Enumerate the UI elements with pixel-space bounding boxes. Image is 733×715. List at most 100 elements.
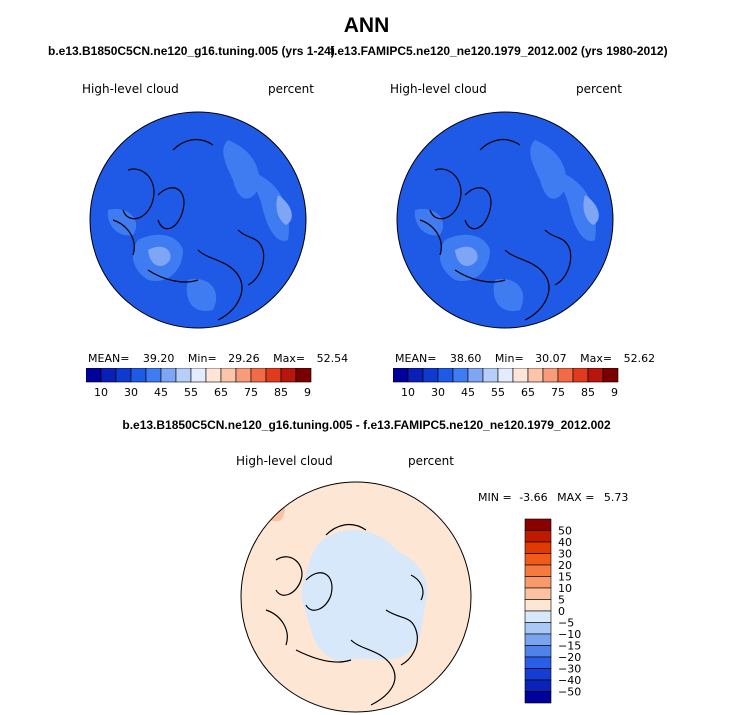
difference-title: b.e13.B1850C5CN.ne120_g16.tuning.005 - f… <box>122 418 611 432</box>
right-colorbar-swatch <box>497 368 514 383</box>
diff-max-value: 5.73 <box>603 491 629 504</box>
diff-colorbar-label: −40 <box>558 674 581 687</box>
left-units-label: percent <box>268 82 314 96</box>
right-colorbar-label: 75 <box>551 386 565 399</box>
right-colorbar-label: 65 <box>521 386 535 399</box>
right-variable-label: High-level cloud <box>390 82 487 96</box>
diff-min-value: -3.66 <box>519 491 548 504</box>
right-case-title: f.e13.FAMIPC5.ne120_ne120.1979_2012.002 … <box>330 44 668 58</box>
left-colorbar-swatch <box>145 368 162 383</box>
diff-colorbar-label: 15 <box>558 571 572 584</box>
left-colorbar-label: 75 <box>244 386 258 399</box>
left-colorbar-label: 65 <box>214 386 228 399</box>
right-colorbar-swatch <box>512 368 529 383</box>
diff-colorbar-swatch <box>524 691 552 704</box>
left-colorbar-swatch <box>280 368 297 383</box>
left-colorbar-swatch <box>130 368 147 383</box>
diff-colorbar-swatch <box>524 668 552 681</box>
right-colorbar-swatch <box>452 368 469 383</box>
left-min-label: Min= <box>187 352 217 365</box>
left-mean-label: MEAN= <box>88 352 130 365</box>
diff-colorbar-swatch <box>524 587 552 600</box>
left-colorbar-label: 55 <box>184 386 198 399</box>
diff-max-label: MAX = <box>557 491 595 504</box>
right-colorbar-label: 45 <box>461 386 475 399</box>
left-variable-label: High-level cloud <box>82 82 179 96</box>
diff-colorbar-swatch <box>524 599 552 612</box>
right-stats: MEAN= 38.60 Min= 30.07 Max= 52.62 <box>395 352 655 365</box>
right-colorbar-swatch <box>437 368 454 383</box>
right-colorbar-label: 85 <box>581 386 595 399</box>
right-colorbar-swatch <box>587 368 604 383</box>
right-colorbar-swatch <box>422 368 439 383</box>
diff-colorbar-label: −15 <box>558 640 581 653</box>
diff-map-border <box>240 481 472 713</box>
right-polar-map <box>396 111 614 329</box>
diff-colorbar-label: 20 <box>558 559 572 572</box>
diff-colorbar-swatch <box>524 518 552 531</box>
right-colorbar-swatch <box>542 368 559 383</box>
left-colorbar-swatch <box>295 368 312 383</box>
right-max-value: 52.62 <box>623 352 656 365</box>
diff-colorbar-label: 10 <box>558 582 572 595</box>
left-colorbar-swatch <box>86 368 102 383</box>
diff-colorbar-swatch <box>524 541 552 554</box>
right-colorbar-swatch <box>527 368 544 383</box>
diff-colorbar-label: −10 <box>558 628 581 641</box>
left-stats: MEAN= 39.20 Min= 29.26 Max= 52.54 <box>88 352 348 365</box>
left-min-value: 29.26 <box>228 352 260 365</box>
diff-colorbar-swatch <box>524 622 552 635</box>
left-map-border <box>89 111 307 329</box>
left-colorbar-swatch <box>250 368 267 383</box>
right-colorbar-swatch <box>467 368 484 383</box>
right-mean-value: 38.60 <box>449 352 482 365</box>
diff-colorbar-label: −20 <box>558 651 581 664</box>
diff-colorbar-swatch <box>524 633 552 646</box>
diff-variable-label: High-level cloud <box>236 454 333 468</box>
right-colorbar: 10 30 45 55 65 75 85 95 <box>393 368 619 399</box>
diff-colorbar-label: 30 <box>558 548 572 561</box>
left-case-title: b.e13.B1850C5CN.ne120_g16.tuning.005 (yr… <box>48 44 335 58</box>
left-colorbar-swatch <box>100 368 117 383</box>
diff-colorbar-label: 0 <box>558 605 565 618</box>
right-colorbar-label: 10 <box>401 386 415 399</box>
right-min-label: Min= <box>494 352 524 365</box>
diff-colorbar-label: −5 <box>558 617 574 630</box>
right-units-label: percent <box>576 82 622 96</box>
left-colorbar-swatch <box>160 368 177 383</box>
left-colorbar-swatch <box>235 368 252 383</box>
left-colorbar-label: 45 <box>154 386 168 399</box>
right-colorbar-label: 95 <box>611 386 619 399</box>
diff-colorbar-swatch <box>524 530 552 543</box>
diff-units-label: percent <box>408 454 454 468</box>
main-title: ANN <box>343 14 390 37</box>
diff-colorbar-swatch <box>524 645 552 658</box>
left-max-label: Max= <box>273 352 306 365</box>
left-colorbar-label: 10 <box>94 386 108 399</box>
right-colorbar-label: 55 <box>491 386 505 399</box>
left-polar-map <box>89 111 307 329</box>
diff-colorbar-label: 40 <box>558 536 572 549</box>
left-mean-value: 39.20 <box>142 352 175 365</box>
left-colorbar-label: 30 <box>124 386 138 399</box>
diff-colorbar-swatch <box>524 610 552 623</box>
diff-colorbar-swatch <box>524 656 552 669</box>
diff-colorbar-swatch <box>524 679 552 692</box>
diff-min-label: MIN = <box>478 491 512 504</box>
right-map-features <box>414 138 599 321</box>
left-map-features <box>107 138 292 321</box>
left-colorbar-label: 85 <box>274 386 288 399</box>
diff-colorbar-label: 50 <box>558 525 572 538</box>
left-colorbar-swatch <box>220 368 237 383</box>
left-colorbar-swatch <box>190 368 207 383</box>
left-max-value: 52.54 <box>316 352 349 365</box>
left-colorbar-swatch <box>175 368 192 383</box>
left-colorbar-label: 95 <box>304 386 312 399</box>
right-map-border <box>396 111 614 329</box>
right-colorbar-swatch <box>393 368 409 383</box>
diff-stats: MIN = -3.66 MAX = 5.73 <box>478 491 628 504</box>
diff-colorbar-label: −50 <box>558 686 581 699</box>
right-colorbar-label: 30 <box>431 386 445 399</box>
difference-polar-map <box>240 481 472 713</box>
